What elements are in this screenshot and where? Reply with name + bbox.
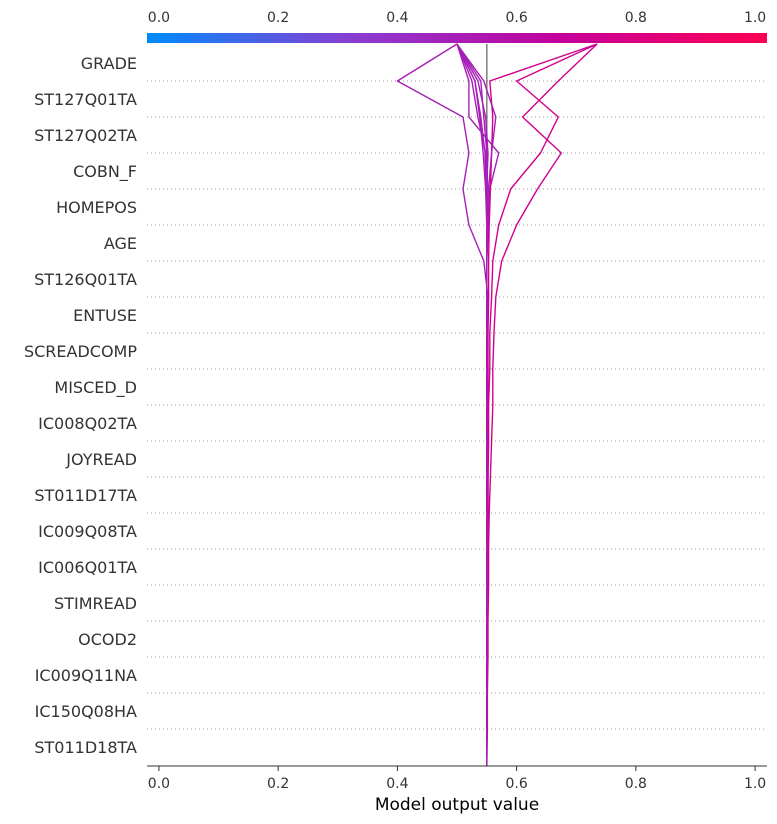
feature-label: OCOD2 xyxy=(78,630,137,649)
series-line xyxy=(396,43,489,766)
feature-label: IC009Q11NA xyxy=(35,666,137,685)
series-line xyxy=(486,43,598,767)
feature-label: ST011D17TA xyxy=(34,486,137,505)
feature-label: IC006Q01TA xyxy=(38,558,137,577)
colorbar xyxy=(147,33,767,43)
series-lines xyxy=(396,43,598,767)
bottom-axis: 0.0 0.2 0.4 0.6 0.8 1.0 xyxy=(147,765,767,792)
bottom-tick-label: 0.6 xyxy=(505,776,527,792)
gridlines xyxy=(147,80,767,730)
feature-label: IC150Q08HA xyxy=(35,702,137,721)
feature-label: ST126Q01TA xyxy=(34,270,137,289)
top-tick-label: 0.6 xyxy=(505,10,527,26)
bottom-tick-label: 0.4 xyxy=(386,776,408,792)
feature-label: AGE xyxy=(104,234,137,253)
top-axis: 0.0 0.2 0.4 0.6 0.8 1.0 xyxy=(148,10,766,26)
feature-label: ST127Q01TA xyxy=(34,90,137,109)
feature-label: ST127Q02TA xyxy=(34,126,137,145)
top-tick-label: 0.0 xyxy=(148,10,170,26)
series-line xyxy=(456,43,488,766)
bottom-tick-label: 0.8 xyxy=(625,776,647,792)
bottom-tick-label: 0.0 xyxy=(148,776,170,792)
bottom-tick-label: 0.2 xyxy=(267,776,289,792)
feature-label: GRADE xyxy=(81,54,137,73)
feature-label: ST011D18TA xyxy=(34,738,137,757)
feature-label: SCREADCOMP xyxy=(24,342,137,361)
top-tick-label: 1.0 xyxy=(744,10,766,26)
feature-label: MISCED_D xyxy=(54,378,137,398)
feature-label: COBN_F xyxy=(73,162,137,182)
top-tick-label: 0.2 xyxy=(267,10,289,26)
top-tick-label: 0.4 xyxy=(386,10,408,26)
series-line xyxy=(456,43,497,766)
top-tick-label: 0.8 xyxy=(625,10,647,26)
feature-label: ENTUSE xyxy=(73,306,137,325)
feature-label: IC008Q02TA xyxy=(38,414,137,433)
feature-label: IC009Q08TA xyxy=(38,522,137,541)
feature-label: HOMEPOS xyxy=(56,198,137,217)
feature-label: JOYREAD xyxy=(65,450,137,469)
feature-label: STIMREAD xyxy=(54,594,137,613)
bottom-tick-label: 1.0 xyxy=(744,776,766,792)
feature-labels: GRADE ST127Q01TA ST127Q02TA COBN_F HOMEPOS AG… xyxy=(24,54,137,757)
x-axis-title: Model output value xyxy=(375,795,539,815)
